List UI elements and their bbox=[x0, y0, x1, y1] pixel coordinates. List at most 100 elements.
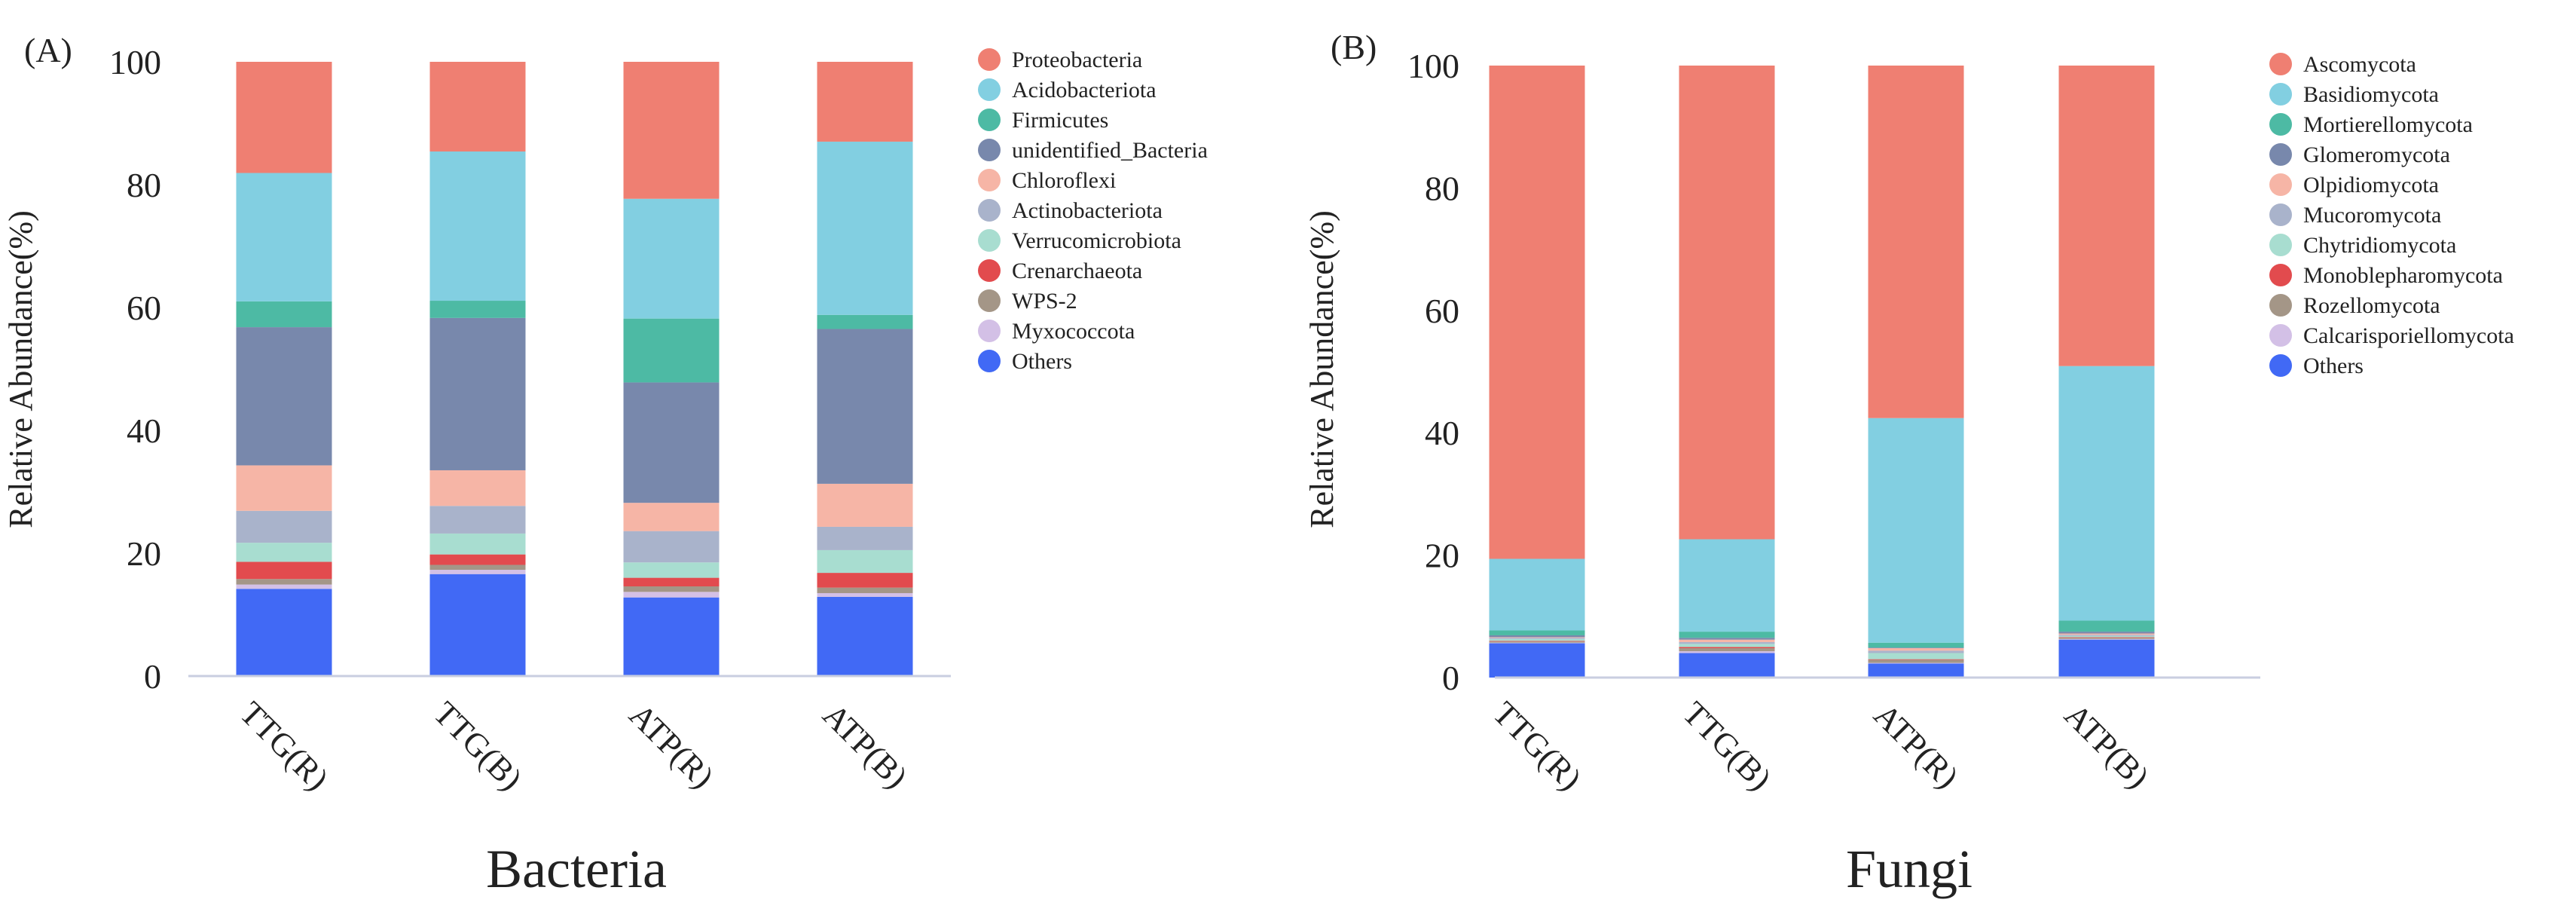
fungi-bar-ttg-r-basidiomycota bbox=[1489, 558, 1585, 631]
bacteria-chart-panel: (A) 0 20 40 60 80 100 Relative Abundance(%) TTG(… bbox=[2, 31, 1208, 899]
bacteria-legend-swatch-chloroflexi bbox=[978, 169, 1001, 191]
bacteria-bar-atp-b-others bbox=[817, 596, 913, 676]
fungi-category-label: TTG(B) bbox=[1676, 694, 1779, 797]
fungi-bar-atp-r-mortierellomycota bbox=[1868, 642, 1964, 648]
bacteria-stacked-bar-chart: (A) 0 20 40 60 80 100 Relative Abundance(%) TTG(… bbox=[2, 31, 1208, 899]
fungi-legend-swatch-glomeromycota bbox=[2269, 143, 2292, 166]
fungi-legend-swatch-mucoromycota bbox=[2269, 203, 2292, 226]
bacteria-bar-atp-b-wps-2 bbox=[817, 587, 913, 593]
bacteria-bar-ttg-r-acidobacteriota bbox=[236, 173, 332, 301]
bacteria-bar-atp-b-unidentified-bacteria bbox=[817, 329, 913, 484]
fungi-legend-swatch-monoblepharomycota bbox=[2269, 264, 2292, 286]
bacteria-bar-atp-b-myxococcota bbox=[817, 592, 913, 597]
bacteria-bar-ttg-r-chloroflexi bbox=[236, 465, 332, 511]
fungi-bar-ttg-r-glomeromycota bbox=[1489, 635, 1585, 638]
bacteria-category-label: ATP(R) bbox=[622, 696, 721, 795]
bacteria-bar-atp-r-crenarchaeota bbox=[623, 577, 720, 587]
fungi-legend-swatch-olpidiomycota bbox=[2269, 173, 2292, 196]
bacteria-legend-label-proteobacteria: Proteobacteria bbox=[1012, 47, 1142, 72]
bacteria-bar-ttg-r-unidentified-bacteria bbox=[236, 327, 332, 466]
fungi-bar-atp-b-mortierellomycota bbox=[2058, 620, 2155, 632]
fungi-bar-ttg-b-others bbox=[1679, 653, 1775, 678]
bacteria-legend-swatch-unidentified-bacteria bbox=[978, 139, 1001, 161]
fungi-legend-label-calcarisporiellomycota: Calcarisporiellomycota bbox=[2303, 323, 2514, 348]
bacteria-panel-label: (A) bbox=[24, 31, 72, 69]
bacteria-bar-ttg-r-crenarchaeota bbox=[236, 561, 332, 580]
bacteria-bar-ttg-b-myxococcota bbox=[429, 570, 526, 574]
fungi-bar-atp-r-rozellomycota bbox=[1868, 659, 1964, 663]
fungi-bar-ttg-b-mortierellomycota bbox=[1679, 632, 1775, 638]
bacteria-bar-atp-r-unidentified-bacteria bbox=[623, 382, 720, 503]
bacteria-bar-atp-r-acidobacteriota bbox=[623, 198, 720, 319]
bacteria-legend-label-wps-2: WPS-2 bbox=[1012, 289, 1077, 314]
fungi-bar-atp-r-glomeromycota bbox=[1868, 647, 1964, 649]
fungi-ytick-label: 60 bbox=[1425, 292, 1459, 330]
bacteria-bar-atp-r-wps-2 bbox=[623, 586, 720, 592]
bacteria-ytick-label: 20 bbox=[127, 534, 161, 573]
fungi-category-label: ATP(R) bbox=[1867, 696, 1966, 795]
fungi-chart-title: Fungi bbox=[1846, 839, 1972, 899]
bacteria-legend-swatch-verrucomicrobiota bbox=[978, 229, 1001, 252]
fungi-bar-ttg-b-olpidiomycota bbox=[1679, 639, 1775, 642]
bacteria-bar-ttg-b-wps-2 bbox=[429, 565, 526, 571]
fungi-legend-label-mucoromycota: Mucoromycota bbox=[2303, 203, 2441, 228]
bacteria-legend-swatch-myxococcota bbox=[978, 320, 1001, 342]
fungi-panel-label: (B) bbox=[1331, 28, 1377, 66]
fungi-legend-label-rozellomycota: Rozellomycota bbox=[2303, 293, 2440, 318]
fungi-bar-ttg-b-glomeromycota bbox=[1679, 638, 1775, 640]
bacteria-bar-atp-b-verrucomicrobiota bbox=[817, 549, 913, 574]
fungi-chart-panel: (B) 0 20 40 60 80 100 Relative Abundance(%) TTG(… bbox=[1288, 0, 2576, 921]
bacteria-bar-ttg-r-others bbox=[236, 589, 332, 676]
fungi-bar-ttg-b-basidiomycota bbox=[1679, 539, 1775, 632]
bacteria-legend-swatch-firmicutes bbox=[978, 109, 1001, 131]
bacteria-bar-ttg-r-actinobacteriota bbox=[236, 510, 332, 543]
fungi-bar-atp-b-calcarisporiellomycota bbox=[2058, 638, 2155, 640]
bacteria-legend-label-acidobacteriota: Acidobacteriota bbox=[1012, 78, 1157, 103]
bacteria-ytick-label: 80 bbox=[127, 166, 161, 204]
fungi-bar-atp-b-ascomycota bbox=[2058, 66, 2155, 366]
bacteria-bar-ttg-r-wps-2 bbox=[236, 579, 332, 585]
fungi-legend-swatch-calcarisporiellomycota bbox=[2269, 324, 2292, 347]
bacteria-bar-atp-r-chloroflexi bbox=[623, 503, 720, 531]
bacteria-bar-ttg-b-proteobacteria bbox=[429, 62, 526, 151]
bacteria-ytick-label: 40 bbox=[127, 412, 161, 450]
bacteria-chart-title: Bacteria bbox=[486, 839, 667, 899]
fungi-bar-ttg-b-chytridiomycota bbox=[1679, 644, 1775, 647]
fungi-bar-ttg-r-calcarisporiellomycota bbox=[1489, 642, 1585, 644]
bacteria-bar-atp-r-myxococcota bbox=[623, 592, 720, 598]
bacteria-bar-atp-b-actinobacteriota bbox=[817, 526, 913, 550]
bacteria-category-label: TTG(B) bbox=[426, 694, 530, 797]
fungi-bar-atp-r-chytridiomycota bbox=[1868, 653, 1964, 659]
fungi-bar-atp-r-ascomycota bbox=[1868, 66, 1964, 418]
bacteria-legend-label-firmicutes: Firmicutes bbox=[1012, 108, 1108, 133]
fungi-legend-label-others: Others bbox=[2303, 353, 2364, 378]
bacteria-bar-ttg-b-chloroflexi bbox=[429, 470, 526, 506]
bacteria-legend-swatch-wps-2 bbox=[978, 289, 1001, 312]
bacteria-legend-swatch-proteobacteria bbox=[978, 48, 1001, 71]
fungi-bar-atp-r-basidiomycota bbox=[1868, 418, 1964, 643]
fungi-bar-ttg-r-chytridiomycota bbox=[1489, 638, 1585, 641]
bacteria-legend-label-actinobacteriota: Actinobacteriota bbox=[1012, 198, 1163, 223]
bacteria-category-label: ATP(B) bbox=[816, 696, 915, 795]
fungi-bar-ttg-b-rozellomycota bbox=[1679, 648, 1775, 652]
bacteria-bar-ttg-b-acidobacteriota bbox=[429, 151, 526, 301]
bacteria-bar-atp-b-chloroflexi bbox=[817, 483, 913, 527]
bacteria-bar-atp-r-firmicutes bbox=[623, 318, 720, 383]
fungi-ytick-label: 80 bbox=[1425, 169, 1459, 207]
bacteria-bar-atp-b-firmicutes bbox=[817, 314, 913, 329]
fungi-category-label: ATP(B) bbox=[2058, 696, 2156, 795]
fungi-ytick-label: 40 bbox=[1425, 414, 1459, 452]
fungi-bar-atp-b-monoblepharomycota bbox=[2058, 637, 2155, 638]
bacteria-legend-label-crenarchaeota: Crenarchaeota bbox=[1012, 259, 1142, 283]
fungi-ytick-label: 100 bbox=[1407, 47, 1459, 85]
fungi-bar-atp-b-others bbox=[2058, 639, 2155, 678]
bacteria-bar-ttg-b-verrucomicrobiota bbox=[429, 533, 526, 555]
fungi-bar-atp-b-glomeromycota bbox=[2058, 632, 2155, 634]
fungi-bar-atp-r-calcarisporiellomycota bbox=[1868, 662, 1964, 664]
bacteria-bar-ttg-r-verrucomicrobiota bbox=[236, 543, 332, 562]
fungi-bar-atp-b-chytridiomycota bbox=[2058, 635, 2155, 638]
bacteria-bar-ttg-r-firmicutes bbox=[236, 301, 332, 328]
bacteria-bar-atp-r-verrucomicrobiota bbox=[623, 562, 720, 578]
bacteria-ytick-label: 60 bbox=[127, 289, 161, 327]
bacteria-bar-ttg-b-unidentified-bacteria bbox=[429, 317, 526, 470]
